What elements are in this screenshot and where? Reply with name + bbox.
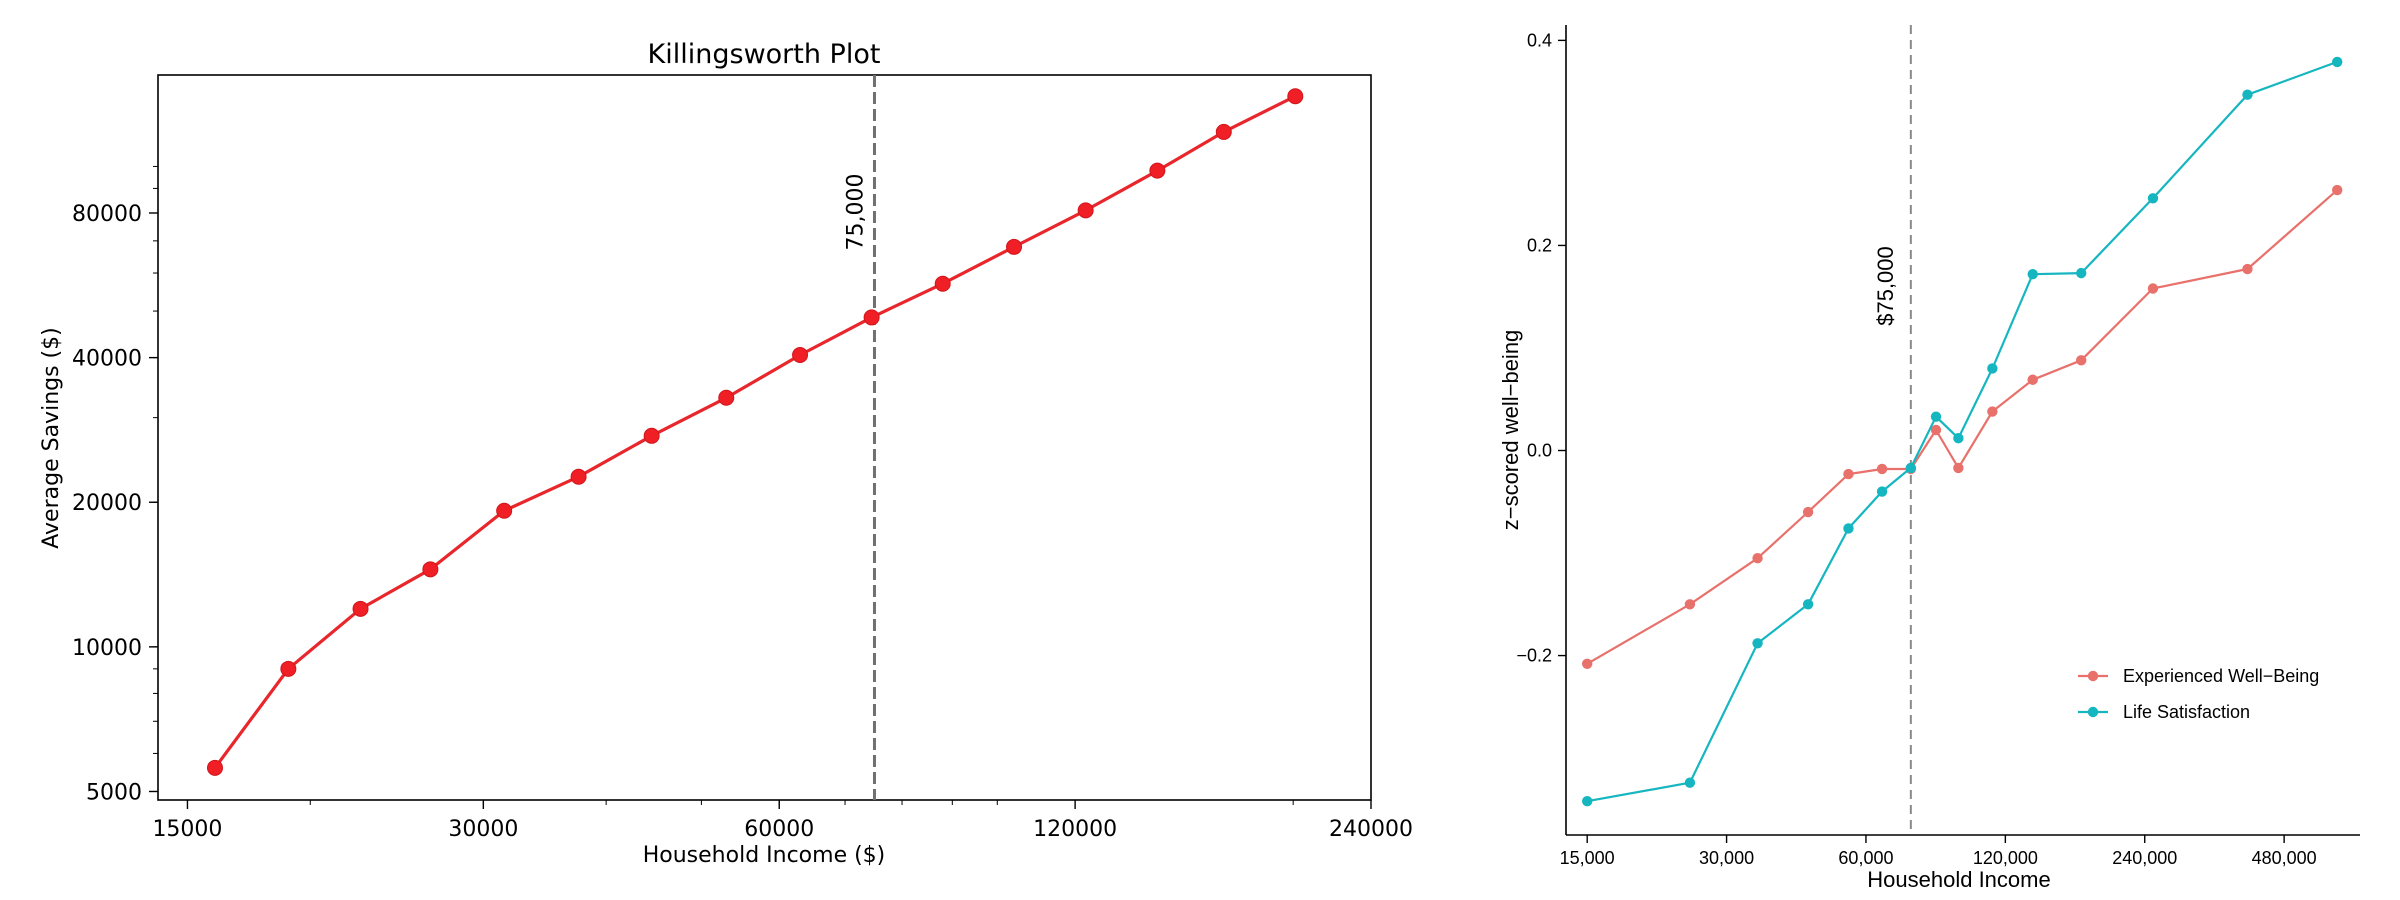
legend: Experienced Well−Being Life Satisfaction: [2078, 666, 2319, 722]
data-point: [2076, 267, 2087, 279]
data-point: [1684, 599, 1696, 610]
data-point: [207, 759, 224, 776]
plot-area: 15000 30000 60000 120000 240000 5000 10000 2000…: [72, 74, 1413, 842]
data-point: [1581, 658, 1593, 669]
data-point: [643, 427, 660, 444]
x-tick-label: 60000: [744, 817, 814, 842]
data-point: [1752, 638, 1763, 649]
data-point: [2147, 283, 2159, 294]
data-point: [1287, 88, 1304, 105]
data-point: [863, 309, 880, 326]
data-point: [1077, 202, 1094, 219]
y-tick-label: 0.0: [1527, 441, 1552, 461]
data-point: [2242, 263, 2253, 275]
data-point: [570, 468, 587, 485]
data-point: [1802, 506, 1814, 518]
x-tick-label: 120000: [1033, 817, 1117, 842]
data-point: [1987, 363, 1998, 374]
data-point: [1684, 777, 1696, 788]
y-axis-label: Average Savings ($): [39, 327, 64, 548]
data-point: [496, 502, 513, 519]
x-axis-label: Household Income: [1867, 867, 2050, 892]
x-tick-label: 480,000: [2252, 848, 2317, 868]
x-tick-label: 30000: [448, 817, 518, 842]
reference-line-label: 75,000: [843, 174, 868, 251]
y-tick-label: 80000: [72, 202, 142, 227]
legend-swatch-marker: [2087, 706, 2099, 718]
y-tick-label: 20000: [72, 491, 142, 516]
x-tick-label: 30,000: [1699, 848, 1754, 868]
y-tick-label: 40000: [72, 347, 142, 372]
y-tick-label: 0.4: [1527, 30, 1552, 50]
data-point: [280, 660, 297, 677]
plot-frame: [157, 74, 1372, 801]
x-tick-label: 240000: [1329, 817, 1413, 842]
data-point: [2027, 268, 2038, 280]
chart-title: Killingsworth Plot: [648, 39, 881, 70]
data-point: [1843, 523, 1854, 534]
x-tick-label: 60,000: [1838, 848, 1893, 868]
data-point: [2076, 355, 2087, 366]
data-point: [1752, 552, 1763, 564]
data-point: [352, 600, 369, 617]
series-line: [1586, 189, 2338, 665]
y-tick-label: 0.2: [1527, 235, 1552, 255]
data-point: [1930, 424, 1942, 436]
data-point: [1006, 238, 1023, 255]
data-point: [934, 275, 951, 292]
legend-item: Life Satisfaction: [2078, 702, 2250, 722]
data-point: [1905, 462, 1917, 474]
x-axis-label: Household Income ($): [643, 843, 886, 868]
y-tick-label: −0.2: [1516, 646, 1552, 666]
data-point: [718, 389, 735, 406]
data-point: [1953, 433, 1964, 444]
reference-line-label: $75,000: [1873, 246, 1898, 326]
y-tick-label: 10000: [72, 636, 142, 661]
x-tick-label: 240,000: [2112, 848, 2177, 868]
series-line: [213, 94, 1297, 769]
x-tick-label: 120,000: [1973, 848, 2038, 868]
data-point: [1930, 411, 1942, 422]
data-point: [1581, 795, 1593, 807]
y-tick-label: 5000: [86, 780, 142, 805]
data-point: [792, 347, 809, 364]
legend-label: Experienced Well−Being: [2123, 666, 2319, 686]
x-tick-label: 15,000: [1560, 848, 1615, 868]
killingsworth-chart: Killingsworth Plot 15000 30000 60000 120000…: [39, 39, 1413, 868]
x-tick-label: 15000: [152, 817, 222, 842]
data-point: [2147, 193, 2159, 204]
data-point: [1149, 162, 1166, 179]
legend-label: Life Satisfaction: [2123, 702, 2250, 722]
data-point: [2332, 184, 2343, 196]
data-point: [2027, 374, 2038, 385]
series-1: [1581, 56, 2343, 807]
series-line: [1587, 60, 2338, 803]
data-point: [1953, 462, 1964, 474]
data-point: [1802, 599, 1814, 610]
data-point: [1876, 463, 1888, 475]
data-point: [1843, 468, 1854, 480]
data-point: [1987, 406, 1998, 417]
data-point: [2332, 56, 2343, 68]
plot-area: 15,000 30,000 60,000 120,000 240,000 480,000 −…: [1516, 25, 2360, 868]
y-axis-label: z−scored well−being: [1498, 330, 1523, 531]
legend-swatch-marker: [2087, 670, 2099, 682]
data-point: [422, 561, 439, 578]
data-point: [1876, 486, 1888, 497]
data-point: [2242, 89, 2253, 100]
data-point: [1215, 123, 1232, 140]
well-being-chart: 15,000 30,000 60,000 120,000 240,000 480,000 −…: [1498, 25, 2360, 892]
series-0: [1581, 184, 2343, 669]
legend-item: Experienced Well−Being: [2078, 666, 2319, 686]
